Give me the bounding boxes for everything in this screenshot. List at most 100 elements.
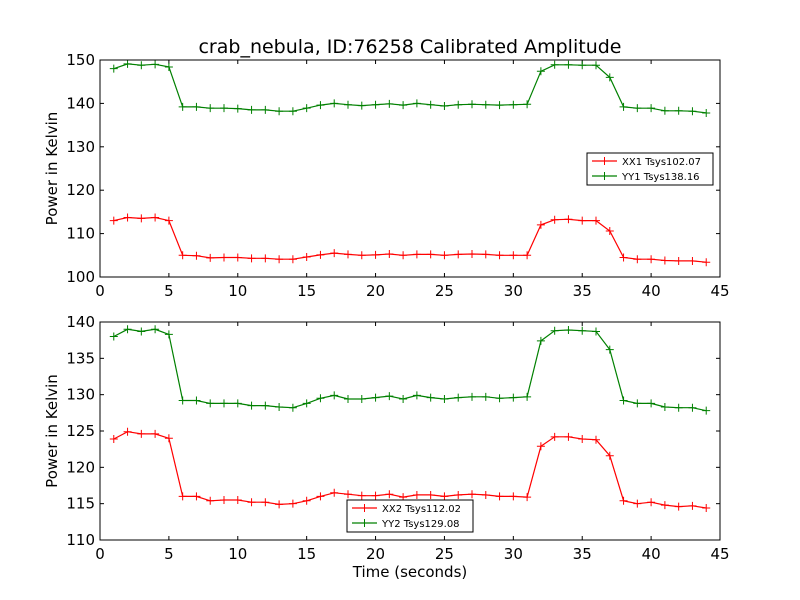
data-point <box>536 442 545 451</box>
plot-frame <box>99 321 721 541</box>
data-point <box>454 393 463 402</box>
data-point <box>109 332 118 341</box>
data-point <box>371 491 380 500</box>
data-point <box>564 215 573 224</box>
data-point <box>178 251 187 260</box>
data-point <box>633 399 642 408</box>
y-tick-label: 110 <box>66 225 95 243</box>
data-point <box>426 100 435 109</box>
data-point <box>454 250 463 259</box>
data-point <box>702 258 711 267</box>
data-point <box>288 499 297 508</box>
data-point <box>330 249 339 258</box>
data-point <box>426 393 435 402</box>
data-point <box>220 399 228 408</box>
data-point <box>564 60 573 69</box>
y-tick-label: 140 <box>66 313 95 331</box>
data-point <box>357 491 366 500</box>
x-tick-label: 5 <box>164 545 174 563</box>
data-point <box>151 429 160 438</box>
y-tick-label: 150 <box>66 51 95 69</box>
data-point <box>509 100 518 109</box>
data-point <box>619 102 628 111</box>
data-point <box>688 256 697 265</box>
data-point <box>385 249 394 258</box>
legend-label: XX2 Tsys112.02 <box>382 504 461 515</box>
data-point <box>275 255 284 264</box>
data-point <box>123 427 132 436</box>
data-point <box>564 432 573 441</box>
data-point <box>164 62 173 71</box>
legend-label: YY1 Tsys138.16 <box>621 172 700 183</box>
y-tick-label: 110 <box>66 531 95 549</box>
legend: XX2 Tsys112.02 YY2 Tsys129.08 <box>346 499 474 533</box>
y-tick-label: 120 <box>66 458 95 476</box>
x-tick-label: 20 <box>366 282 385 300</box>
data-point <box>647 498 656 507</box>
data-point <box>578 326 587 335</box>
data-point <box>509 393 518 402</box>
data-point <box>385 392 394 401</box>
data-point <box>109 434 118 443</box>
data-point <box>495 101 504 110</box>
x-tick-label: 20 <box>366 545 385 563</box>
legend-box <box>346 499 474 533</box>
data-point <box>481 250 490 259</box>
data-point <box>192 492 201 501</box>
data-point <box>288 403 297 412</box>
data-point <box>275 107 284 116</box>
data-point <box>619 496 628 505</box>
data-point <box>592 61 600 70</box>
data-point <box>192 251 201 260</box>
data-point <box>344 490 352 499</box>
y-tick-label: 140 <box>66 94 95 112</box>
data-point <box>385 490 394 499</box>
data-point <box>151 325 160 334</box>
data-point <box>220 104 228 113</box>
data-point <box>481 490 490 499</box>
data-point <box>357 251 366 260</box>
data-point <box>605 226 614 235</box>
data-point <box>674 502 683 511</box>
data-point <box>233 496 242 505</box>
data-point <box>468 392 476 401</box>
data-point <box>702 406 711 415</box>
top-panel: 0 5 10 15 20 25 30 35 40 45 100 110 120 130 140 150 XX1 … <box>66 51 729 300</box>
data-point <box>275 403 284 412</box>
x-tick-label: 45 <box>710 545 729 563</box>
data-point <box>688 501 697 510</box>
data-point <box>316 394 325 403</box>
x-tick-label: 5 <box>164 282 174 300</box>
data-point <box>178 396 187 405</box>
top-y-axis-label: Power in Kelvin <box>43 112 61 226</box>
data-point <box>178 492 187 501</box>
data-point <box>660 256 669 265</box>
data-point <box>233 253 242 262</box>
data-point <box>385 99 394 108</box>
data-point <box>633 499 642 508</box>
data-point <box>592 327 600 336</box>
bottom-panel: 0 5 10 15 20 25 30 35 40 45 110 115 120 125 130 135 140 X… <box>66 313 729 563</box>
x-tick-label: 40 <box>642 282 661 300</box>
data-point <box>536 220 545 229</box>
data-point <box>302 104 311 113</box>
data-point <box>344 395 352 404</box>
x-tick-label: 0 <box>95 545 105 563</box>
data-point <box>495 394 504 403</box>
data-point <box>660 501 669 510</box>
data-point <box>674 403 683 412</box>
data-point <box>688 403 697 412</box>
x-tick-label: 10 <box>228 545 247 563</box>
data-point <box>261 401 270 410</box>
x-tick-label: 25 <box>435 545 454 563</box>
legend: XX1 Tsys102.07 YY1 Tsys138.16 <box>586 152 714 186</box>
data-point <box>523 392 532 401</box>
data-point <box>605 345 614 354</box>
data-point <box>302 399 311 408</box>
data-point <box>275 500 284 509</box>
data-point <box>633 255 642 264</box>
data-point <box>578 434 587 443</box>
data-point <box>412 99 421 108</box>
x-axis-label: Time (seconds) <box>352 563 468 581</box>
data-point <box>192 102 201 111</box>
